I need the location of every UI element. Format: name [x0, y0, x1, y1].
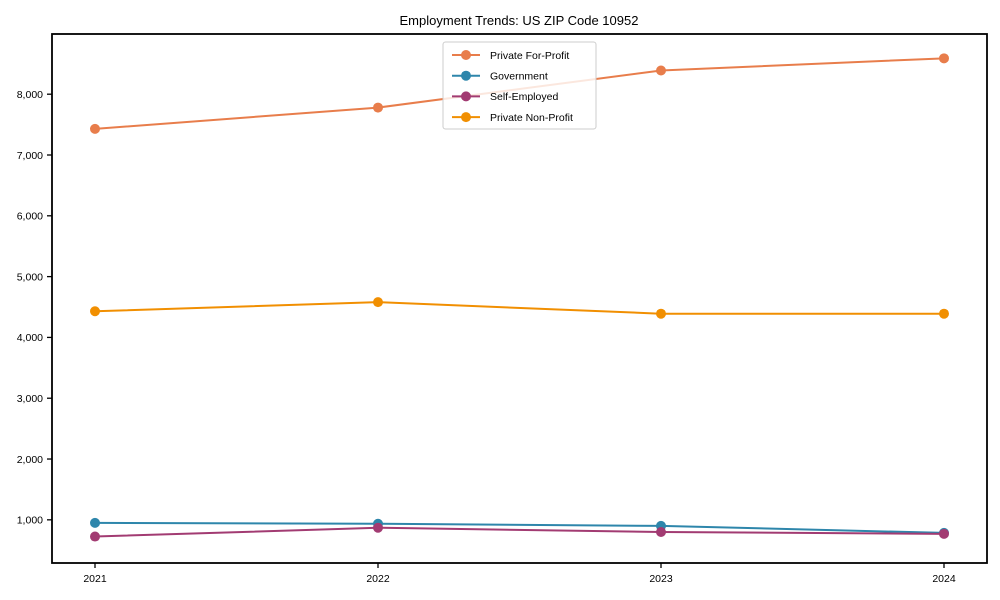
data-point-marker [90, 531, 100, 542]
legend-label: Government [490, 71, 548, 83]
series-self-employed [90, 522, 949, 542]
x-tick-label: 2022 [366, 573, 390, 585]
data-point-marker [656, 65, 666, 76]
x-tick-label: 2024 [932, 573, 956, 585]
legend-label: Self-Employed [490, 91, 558, 103]
series-government [90, 517, 949, 538]
chart-title: Employment Trends: US ZIP Code 10952 [400, 13, 639, 28]
y-tick-label: 5,000 [17, 271, 43, 283]
data-point-marker [939, 308, 949, 319]
y-tick-label: 4,000 [17, 332, 43, 344]
series-line [94, 301, 945, 315]
y-tick-label: 8,000 [17, 89, 43, 101]
legend-label: Private Non-Profit [490, 112, 573, 124]
y-tick-label: 1,000 [17, 515, 43, 527]
data-point-marker [939, 53, 949, 64]
data-point-marker [373, 102, 383, 113]
x-tick-label: 2023 [649, 573, 673, 585]
y-tick-label: 2,000 [17, 454, 43, 466]
data-point-marker [373, 522, 383, 533]
legend-box [442, 41, 597, 130]
y-tick-label: 6,000 [17, 211, 43, 223]
data-point-marker [373, 297, 383, 308]
x-tick-label: 2021 [83, 573, 107, 585]
legend-marker [461, 91, 471, 102]
data-point-marker [90, 517, 100, 528]
y-tick-label: 3,000 [17, 393, 43, 405]
legend-marker [461, 112, 471, 123]
data-point-marker [656, 526, 666, 537]
series-private-non-profit [90, 297, 949, 319]
series-line [94, 526, 945, 538]
legend-marker [461, 50, 471, 60]
legend-layer: Private For-Profit Government Self-Employe… [442, 41, 597, 130]
data-point-marker [90, 306, 100, 317]
legend-label: Private For-Profit [490, 50, 569, 62]
data-point-marker [90, 123, 100, 134]
y-tick-label: 7,000 [17, 150, 43, 162]
data-point-marker [939, 528, 949, 539]
series-line [94, 521, 945, 534]
axes-layer: 1,000 2,000 3,000 4,000 5,000 6,000 7,000 8,000… [17, 33, 988, 585]
legend-marker [461, 70, 471, 81]
series-layer [90, 53, 949, 542]
plot-frame [51, 33, 988, 564]
data-point-marker [656, 308, 666, 319]
